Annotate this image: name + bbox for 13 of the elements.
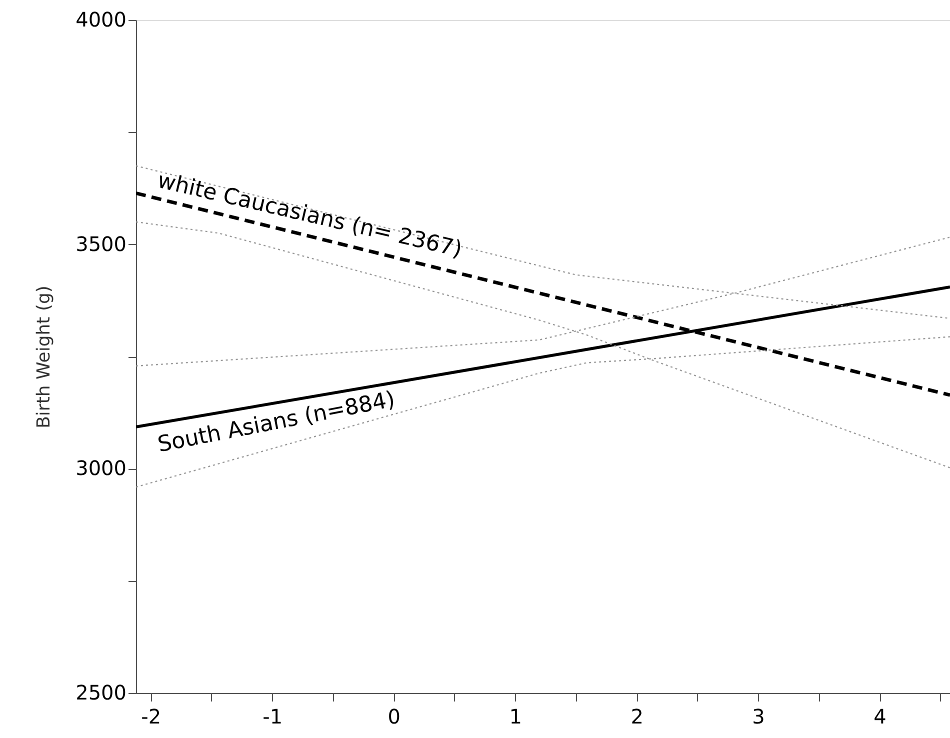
x-tick-label: 0 [388,704,400,728]
y-axis-title: Birth Weight (g) [34,286,55,428]
x-tick-label: -2 [141,704,162,728]
x-tick-label: -1 [262,704,283,728]
annotation: South Asians (n=884) [156,387,398,458]
y-tick-label: 3500 [76,232,126,256]
x-tick-label: 1 [509,704,522,728]
x-tick-label: 2 [630,704,644,728]
x-tick-label: 3 [752,704,765,728]
x-tick-label: 4 [874,704,886,728]
y-tick-label: 2500 [76,680,126,704]
y-tick-label: 4000 [76,8,126,32]
y-tick-label: 3000 [76,456,126,480]
